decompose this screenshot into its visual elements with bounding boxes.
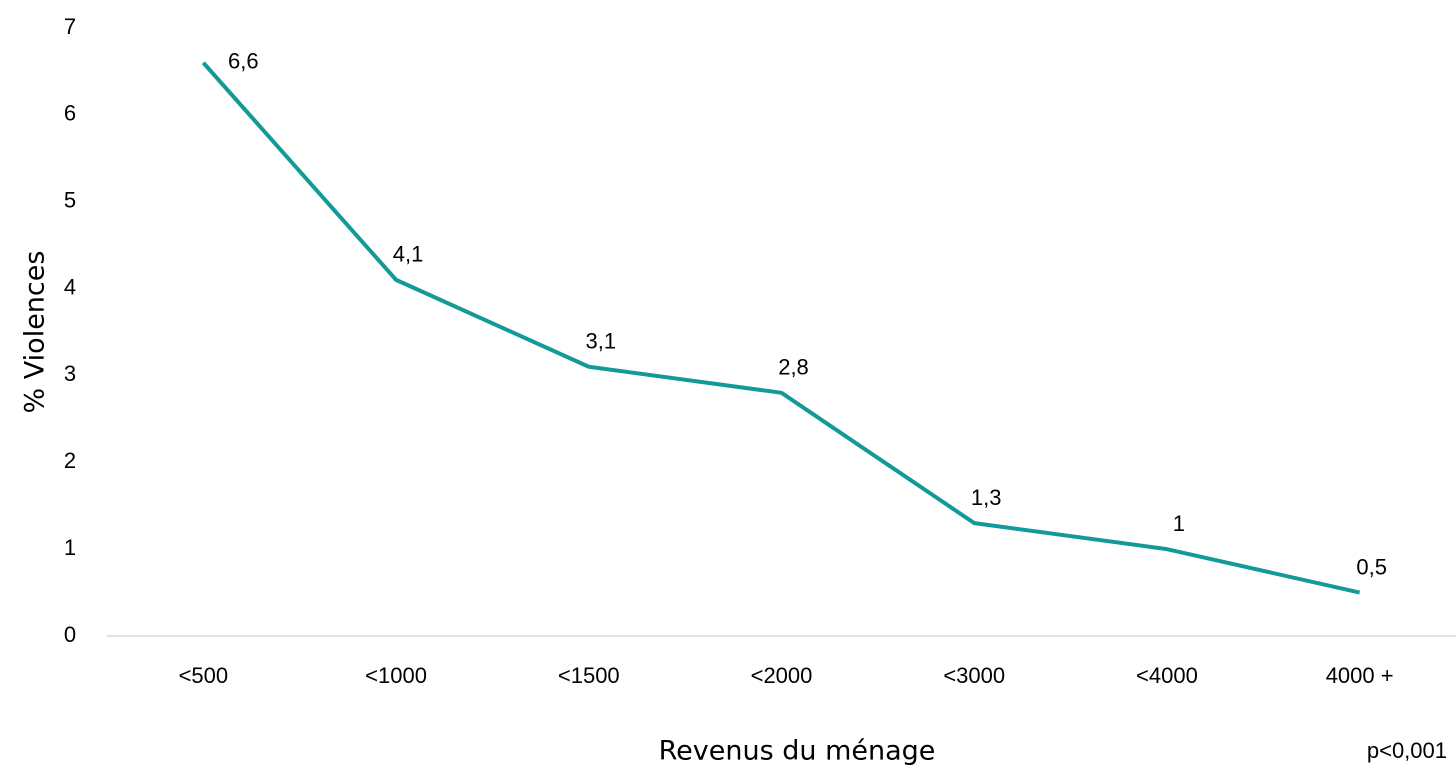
annotation: p<0,001 bbox=[1367, 738, 1447, 763]
y-tick-label: 5 bbox=[64, 188, 76, 213]
y-tick-label: 2 bbox=[64, 448, 76, 473]
data-label: 2,8 bbox=[778, 355, 809, 380]
x-tick-label: <1000 bbox=[365, 663, 427, 688]
x-tick-label: <1500 bbox=[558, 663, 620, 688]
data-label: 4,1 bbox=[393, 242, 424, 267]
y-tick-label: 3 bbox=[64, 361, 76, 386]
x-tick-label: <3000 bbox=[943, 663, 1005, 688]
y-tick-label: 1 bbox=[64, 535, 76, 560]
data-label: 1 bbox=[1173, 511, 1185, 536]
x-tick-label: <500 bbox=[179, 663, 229, 688]
y-tick-label: 0 bbox=[64, 622, 76, 647]
data-label: 6,6 bbox=[228, 49, 259, 74]
data-label: 0,5 bbox=[1356, 554, 1387, 579]
line-series bbox=[201, 61, 1361, 595]
data-label: 3,1 bbox=[585, 329, 616, 354]
y-axis-title: % Violences bbox=[20, 251, 51, 414]
data-label: 1,3 bbox=[971, 485, 1002, 510]
x-tick-label: <4000 bbox=[1136, 663, 1198, 688]
x-axis-title: Revenus du ménage bbox=[659, 736, 936, 767]
y-tick-label: 4 bbox=[64, 274, 76, 299]
x-tick-label: <2000 bbox=[751, 663, 813, 688]
y-tick-label: 7 bbox=[64, 14, 76, 39]
y-tick-label: 6 bbox=[64, 101, 76, 126]
x-tick-label: 4000 + bbox=[1326, 663, 1394, 688]
